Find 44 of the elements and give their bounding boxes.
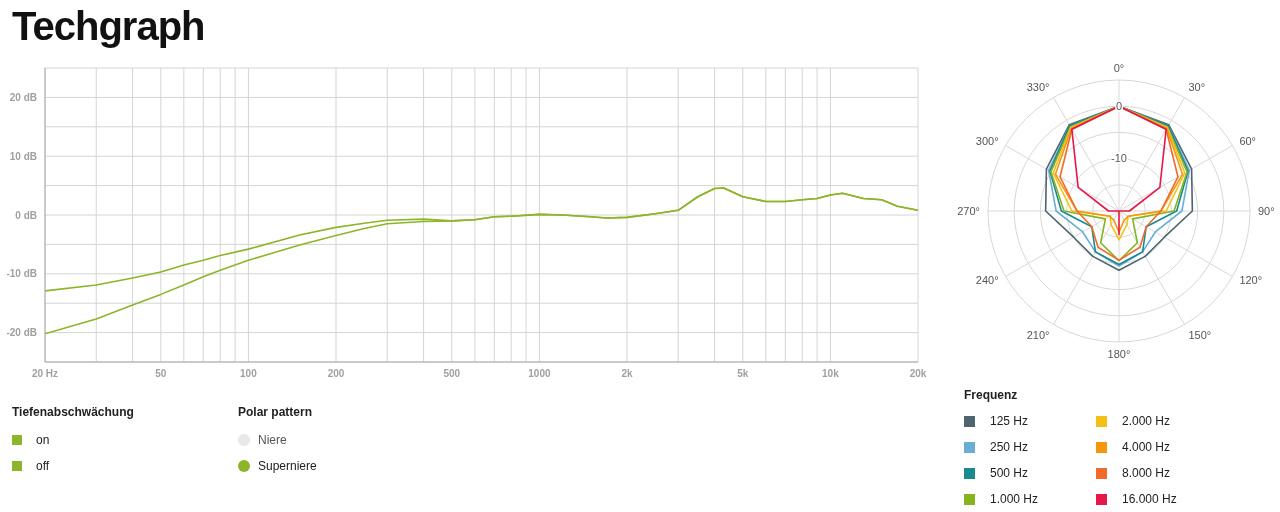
legend-label: off — [36, 459, 50, 473]
y-tick-label: -20 dB — [6, 327, 37, 339]
spoke-label: 180° — [1107, 347, 1131, 360]
spoke-label: 240° — [975, 274, 999, 287]
spoke-label: 270° — [957, 204, 980, 217]
x-tick-label: 5k — [737, 368, 749, 380]
legend-label: 1.000 Hz — [990, 492, 1039, 506]
y-tick-label: -10 — [1111, 152, 1127, 165]
legend-title: Frequenz — [964, 388, 1019, 402]
x-tick-label: 10k — [822, 368, 840, 380]
x-tick-label: 20 Hz — [31, 368, 59, 380]
legend-label: 2.000 Hz — [1122, 414, 1171, 428]
spoke-label: 150° — [1188, 329, 1212, 342]
legend-label: 250 Hz — [990, 440, 1029, 454]
text: Niere — [258, 433, 287, 447]
x-tick-label: 20k — [909, 368, 927, 380]
spoke-label: 300° — [975, 135, 999, 148]
x-tick-label: 50 — [155, 368, 167, 380]
text: Polar pattern — [238, 405, 313, 419]
spoke-label: 330° — [1026, 80, 1050, 93]
spoke-label: 60° — [1239, 135, 1257, 148]
legend-title: Tiefenabschwächung — [12, 405, 134, 419]
spoke-label: 0° — [1113, 62, 1125, 74]
spoke-label: 120° — [1239, 274, 1263, 287]
spoke-label: 30° — [1188, 80, 1206, 93]
x-tick-label: 500 — [443, 368, 461, 380]
legend-label: 500 Hz — [990, 466, 1029, 480]
y-tick-label: 20 dB — [9, 91, 37, 103]
chart-title: Techgraph — [12, 4, 205, 49]
legend-label: 125 Hz — [990, 414, 1029, 428]
x-tick-label: 200 — [327, 368, 345, 380]
x-tick-label: 1000 — [528, 368, 551, 380]
legend-label: 8.000 Hz — [1122, 466, 1171, 480]
y-tick-label: -10 dB — [6, 268, 37, 280]
legend-label: 4.000 Hz — [1122, 440, 1171, 454]
y-tick-label: 0 dB — [15, 209, 37, 221]
legend-label: 16.000 Hz — [1122, 492, 1177, 506]
text: Superniere — [258, 459, 317, 473]
spoke-label: 90° — [1258, 204, 1275, 217]
legend-label: on — [36, 433, 50, 447]
x-tick-label: 2k — [621, 368, 633, 380]
x-tick-label: 100 — [240, 368, 258, 380]
spoke-label: 210° — [1026, 329, 1050, 342]
y-tick-label: 10 dB — [9, 150, 37, 162]
